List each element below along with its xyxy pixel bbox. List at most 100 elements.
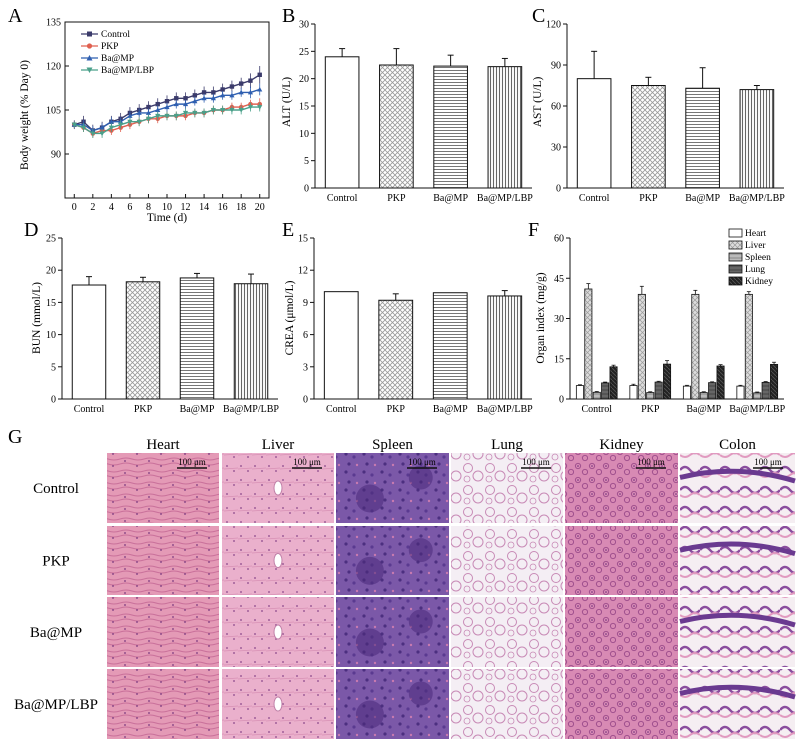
panel-letter-d: D bbox=[24, 219, 38, 241]
legend-liver: Liver bbox=[745, 241, 766, 251]
scale-bar-label: 100 μm bbox=[293, 457, 321, 467]
panel-c-xtick-label: PKP bbox=[639, 193, 658, 204]
panel-a-point bbox=[247, 89, 254, 95]
panel-a-point bbox=[229, 108, 235, 113]
panel-letter-a: A bbox=[8, 5, 23, 27]
legend-heart: Heart bbox=[745, 229, 766, 239]
panel-a-point bbox=[183, 96, 188, 101]
panel-a-point bbox=[248, 78, 253, 83]
panel-a-xtick-label: 2 bbox=[90, 202, 95, 213]
panel-c-ytick-label: 60 bbox=[551, 102, 561, 113]
histology-col-liver: Liver bbox=[262, 437, 294, 453]
panel-f-ytick-label: 15 bbox=[554, 354, 564, 365]
panel-f-ytick-label: 0 bbox=[559, 395, 564, 406]
panel-d-bar-2 bbox=[179, 277, 215, 400]
panel-a-point bbox=[164, 104, 170, 110]
panel-letter-e: E bbox=[282, 219, 294, 241]
histology-image-kidney bbox=[565, 597, 678, 667]
panel-f-bar-heart bbox=[575, 385, 584, 400]
spleen-white-pulp bbox=[408, 538, 433, 563]
panel-d-ytick-label: 10 bbox=[46, 330, 56, 341]
panel-f-bar-spleen bbox=[646, 392, 655, 400]
panel-a-point bbox=[220, 92, 226, 98]
panel-b-xtick-label: Ba@MP/LBP bbox=[477, 193, 533, 204]
histology-col-spleen: Spleen bbox=[372, 437, 413, 453]
histology-image-colon bbox=[680, 453, 795, 523]
colon-crypts bbox=[679, 468, 796, 484]
colon-crypts bbox=[679, 541, 796, 556]
panel-f-plot: 0 15 30 45 60 Control PKP Ba@MP Ba@MP/LBP bbox=[554, 234, 786, 416]
panel-e-plot: 0 3 6 9 12 15 Control PKP Ba@MP Ba@MP/LBP bbox=[298, 234, 533, 416]
panel-e-ytick-label: 3 bbox=[303, 362, 308, 373]
panel-e-ytick-label: 9 bbox=[303, 298, 308, 309]
panel-c-ytick-label: 0 bbox=[556, 184, 561, 195]
panel-f-bar-kidney bbox=[663, 363, 672, 400]
panel-d-plot: 0 5 10 15 20 25 Control PKP Ba@MP Ba@MP/LBP bbox=[46, 234, 279, 416]
panel-a-point bbox=[238, 108, 244, 113]
histology-col-colon: Colon bbox=[719, 437, 756, 453]
histology-image-colon bbox=[680, 526, 795, 595]
panel-c-plot: 0 30 60 90 120 Control PKP Ba@MP Ba@MP/LBP bbox=[546, 20, 785, 205]
panel-a-point bbox=[192, 98, 198, 104]
spleen-white-pulp bbox=[355, 556, 384, 585]
liver-central-vein bbox=[273, 480, 283, 496]
panel-e: E CREA (μmol/L) 0 3 6 9 12 15 Control PKP Ba@MP B… bbox=[282, 219, 533, 415]
colon-crypts bbox=[679, 684, 796, 700]
histology-image-colon bbox=[680, 597, 795, 667]
panel-f-bar-spleen bbox=[592, 391, 601, 400]
histology-image-lung bbox=[451, 453, 563, 523]
spleen-white-pulp bbox=[408, 465, 433, 490]
panel-a-point bbox=[229, 92, 235, 98]
histology-image-spleen bbox=[336, 526, 449, 595]
histology-image-kidney bbox=[565, 669, 678, 739]
panel-e-bar-0 bbox=[323, 291, 359, 400]
panel-a-xtick-label: 18 bbox=[236, 202, 246, 213]
histology-col-lung: Lung bbox=[491, 437, 523, 453]
panel-a-xtick-label: 10 bbox=[162, 202, 172, 213]
panel-f-ytick-label: 30 bbox=[554, 314, 564, 325]
panel-b-bar-2 bbox=[433, 65, 468, 189]
histology-image-lung bbox=[451, 526, 563, 595]
panel-f-bar-kidney bbox=[716, 365, 725, 400]
scale-bar-label: 100 μm bbox=[522, 457, 550, 467]
panel-e-ytick-label: 15 bbox=[298, 234, 308, 245]
liver-central-vein bbox=[273, 553, 283, 568]
panel-a-ylabel: Body weight (% Day 0) bbox=[19, 60, 31, 170]
panel-e-xtick-label: PKP bbox=[387, 404, 406, 415]
panel-e-ylabel: CREA (μmol/L) bbox=[284, 280, 296, 355]
scale-bar-label: 100 μm bbox=[178, 457, 206, 467]
panel-a-point bbox=[136, 110, 142, 115]
panel-b-ytick-label: 0 bbox=[304, 184, 309, 195]
histology-row-label: Control bbox=[33, 481, 79, 497]
panel-a-point bbox=[257, 105, 263, 110]
liver-central-vein bbox=[273, 696, 283, 712]
panel-f-ytick-label: 45 bbox=[554, 274, 564, 285]
panel-e-xtick-label: Ba@MP bbox=[433, 404, 468, 415]
histology-image-heart bbox=[107, 669, 219, 739]
panel-f-legend: Heart Liver Spleen Lung Kidney bbox=[728, 228, 773, 287]
panel-a-point bbox=[201, 110, 207, 116]
svg-text:PKP: PKP bbox=[101, 42, 118, 52]
scale-bar-label: 100 μm bbox=[408, 457, 436, 467]
histology-col-heart: Heart bbox=[146, 437, 180, 453]
panel-b-ytick-label: 30 bbox=[299, 20, 309, 31]
panel-a-point bbox=[90, 131, 96, 137]
panel-a-point bbox=[211, 90, 216, 95]
panel-b-ytick-label: 25 bbox=[299, 47, 309, 58]
svg-text:Control: Control bbox=[101, 30, 130, 40]
histology-row-label: Ba@MP/LBP bbox=[14, 697, 98, 713]
panel-c-bar-3 bbox=[739, 89, 775, 189]
panel-a-point bbox=[127, 119, 133, 125]
panel-a-point bbox=[210, 108, 216, 113]
panel-a-point bbox=[220, 87, 225, 92]
legend-pkp: PKP bbox=[81, 42, 118, 52]
panel-b-ytick-label: 10 bbox=[299, 129, 309, 140]
panel-f-bar-lung bbox=[654, 381, 663, 400]
panel-b: B ALT (U/L) 0 5 10 15 20 25 30 Control PKP Ba@MP B… bbox=[281, 5, 533, 204]
panel-a-point bbox=[136, 119, 142, 125]
panel-letter-c: C bbox=[532, 5, 545, 27]
svg-text:Ba@MP: Ba@MP bbox=[101, 54, 134, 64]
panel-a-xtick-label: 4 bbox=[109, 202, 114, 213]
panel-a-xtick-label: 12 bbox=[181, 202, 191, 213]
